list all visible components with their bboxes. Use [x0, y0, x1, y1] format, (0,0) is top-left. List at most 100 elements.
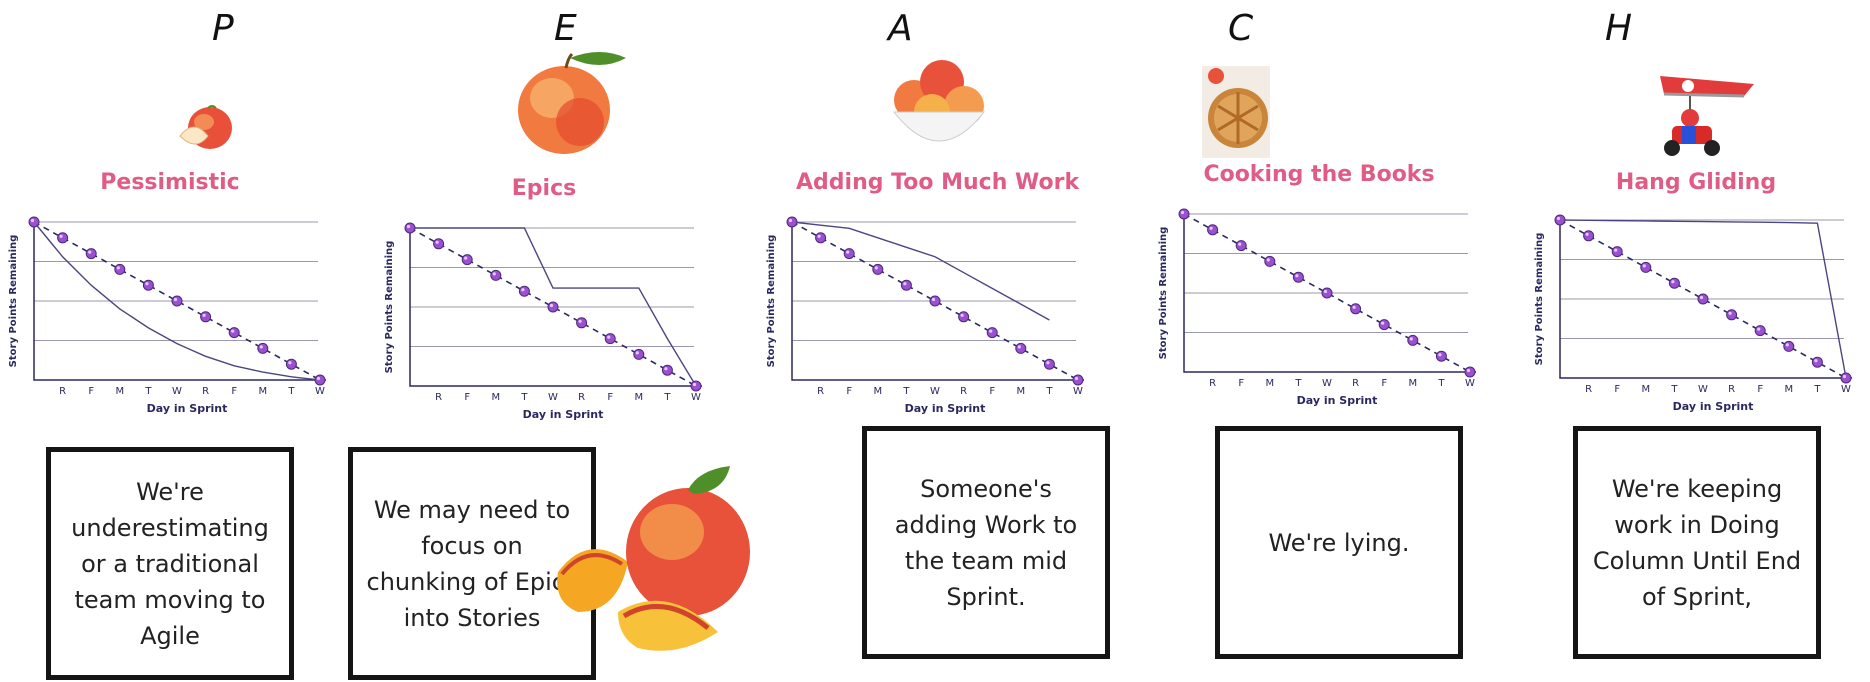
ideal-point: [1435, 350, 1447, 362]
x-tick-label: F: [989, 386, 995, 397]
ideal-point: [661, 364, 673, 376]
ideal-point-highlight: [59, 234, 63, 238]
x-tick-label: M: [634, 392, 643, 403]
ideal-point: [142, 279, 154, 291]
x-axis-label: Day in Sprint: [147, 402, 228, 415]
x-tick-label: W: [1698, 384, 1708, 395]
ideal-point-highlight: [1671, 280, 1675, 284]
burndown-svg: R F M T W R F M T W Day in Sprint Story Points Rema…: [8, 216, 326, 415]
x-tick-label: W: [1465, 378, 1475, 389]
ideal-point: [171, 295, 183, 307]
ideal-point: [1640, 261, 1652, 273]
ideal-point: [929, 295, 941, 307]
ideal-point: [1350, 303, 1362, 315]
ideal-point: [433, 238, 445, 250]
ideal-point: [200, 311, 212, 323]
ideal-point-highlight: [1614, 248, 1618, 252]
description-box: We're lying.: [1215, 426, 1463, 659]
ideal-point-highlight: [635, 351, 639, 355]
x-tick-label: M: [1265, 378, 1274, 389]
x-tick-label: M: [1784, 384, 1793, 395]
x-tick-label: T: [1813, 384, 1821, 395]
ideal-point: [1726, 309, 1738, 321]
ideal-point-highlight: [1466, 368, 1471, 373]
description-box: Someone's adding Work to the team mid Sp…: [862, 426, 1110, 659]
ideal-point-highlight: [1585, 232, 1589, 236]
actual-line: [33, 221, 321, 381]
ideal-point-highlight: [1699, 295, 1704, 300]
ideal-point-highlight: [692, 382, 697, 387]
x-tick-label: W: [691, 392, 701, 403]
description-box: We're underestimating or a traditional t…: [46, 447, 294, 680]
ideal-point: [1668, 277, 1680, 289]
ideal-point: [576, 317, 588, 329]
ideal-point: [1178, 208, 1190, 220]
x-tick-label: W: [930, 386, 940, 397]
ideal-point-highlight: [989, 329, 993, 333]
ideal-point-highlight: [288, 361, 292, 365]
axes: [409, 224, 702, 387]
axes: [33, 218, 326, 381]
ideal-point-highlight: [607, 335, 611, 339]
ideal-point: [1378, 319, 1390, 331]
ideal-point: [815, 232, 827, 244]
ideal-point-highlight: [903, 282, 907, 286]
ideal-point-highlight: [846, 250, 850, 254]
ideal-point-highlight: [1814, 359, 1818, 363]
actual-line: [791, 221, 1050, 321]
y-axis-label: Story Points Remaining: [1158, 227, 1169, 360]
ideal-point-highlight: [202, 313, 206, 317]
peach-pie-icon: [1202, 66, 1270, 158]
chart-title: Cooking the Books: [1203, 162, 1435, 187]
ideal-point: [1697, 293, 1709, 305]
x-tick-label: F: [846, 386, 852, 397]
actual-line: [410, 227, 697, 387]
chart-title: Epics: [511, 176, 577, 201]
x-tick-label: F: [464, 392, 470, 403]
hang-glider-kart-icon: [1650, 66, 1760, 162]
x-tick-label: W: [1841, 384, 1851, 395]
x-tick-label: T: [663, 392, 671, 403]
ideal-point: [57, 232, 69, 244]
ideal-point: [1207, 224, 1219, 236]
panel-letter: H: [1605, 8, 1633, 49]
ideal-point: [518, 285, 530, 297]
burndown-chart-epics: R F M T W R F M T W Day in Sprint Story Points Rema…: [376, 206, 716, 426]
burndown-chart-pessimistic: R F M T W R F M T W Day in Sprint Story Points Rema…: [0, 200, 340, 420]
ideal-point-highlight: [1381, 321, 1385, 325]
ideal-point: [461, 254, 473, 266]
ideal-point-highlight: [259, 345, 263, 349]
x-tick-label: M: [115, 386, 124, 397]
ideal-point-highlight: [1757, 327, 1761, 331]
burndown-chart-cooking-the-books: R F M T W R F M T W Day in Sprint Story Points Rema…: [1150, 192, 1490, 412]
x-tick-label: W: [315, 386, 325, 397]
x-tick-label: R: [1728, 384, 1735, 395]
axes: [791, 218, 1084, 381]
ideal-point: [490, 269, 502, 281]
peach-slice-icon: [176, 100, 236, 156]
x-tick-label: T: [1294, 378, 1302, 389]
ideal-point-highlight: [492, 272, 496, 276]
ideal-point-highlight: [521, 288, 525, 292]
x-tick-label: M: [873, 386, 882, 397]
ideal-point-highlight: [406, 224, 411, 229]
x-tick-label: R: [1209, 378, 1216, 389]
ideal-point: [1015, 342, 1027, 354]
ideal-point-highlight: [549, 303, 554, 308]
ideal-point-highlight: [788, 218, 793, 223]
burndown-svg: R F M T W R F M T W Day in Sprint Story Points Rema…: [1534, 214, 1852, 413]
ideal-point: [314, 374, 326, 386]
ideal-point-highlight: [88, 250, 92, 254]
ideal-point: [900, 279, 912, 291]
ideal-point-highlight: [173, 297, 178, 302]
x-tick-label: T: [1670, 384, 1678, 395]
ideal-point: [1840, 372, 1852, 384]
x-tick-label: F: [1757, 384, 1763, 395]
ideal-point: [1235, 240, 1247, 252]
x-tick-label: T: [520, 392, 528, 403]
y-axis-label: Story Points Remaining: [384, 241, 395, 374]
x-tick-label: W: [548, 392, 558, 403]
x-tick-label: M: [1408, 378, 1417, 389]
x-tick-label: M: [1016, 386, 1025, 397]
ideal-point-highlight: [1728, 311, 1732, 315]
